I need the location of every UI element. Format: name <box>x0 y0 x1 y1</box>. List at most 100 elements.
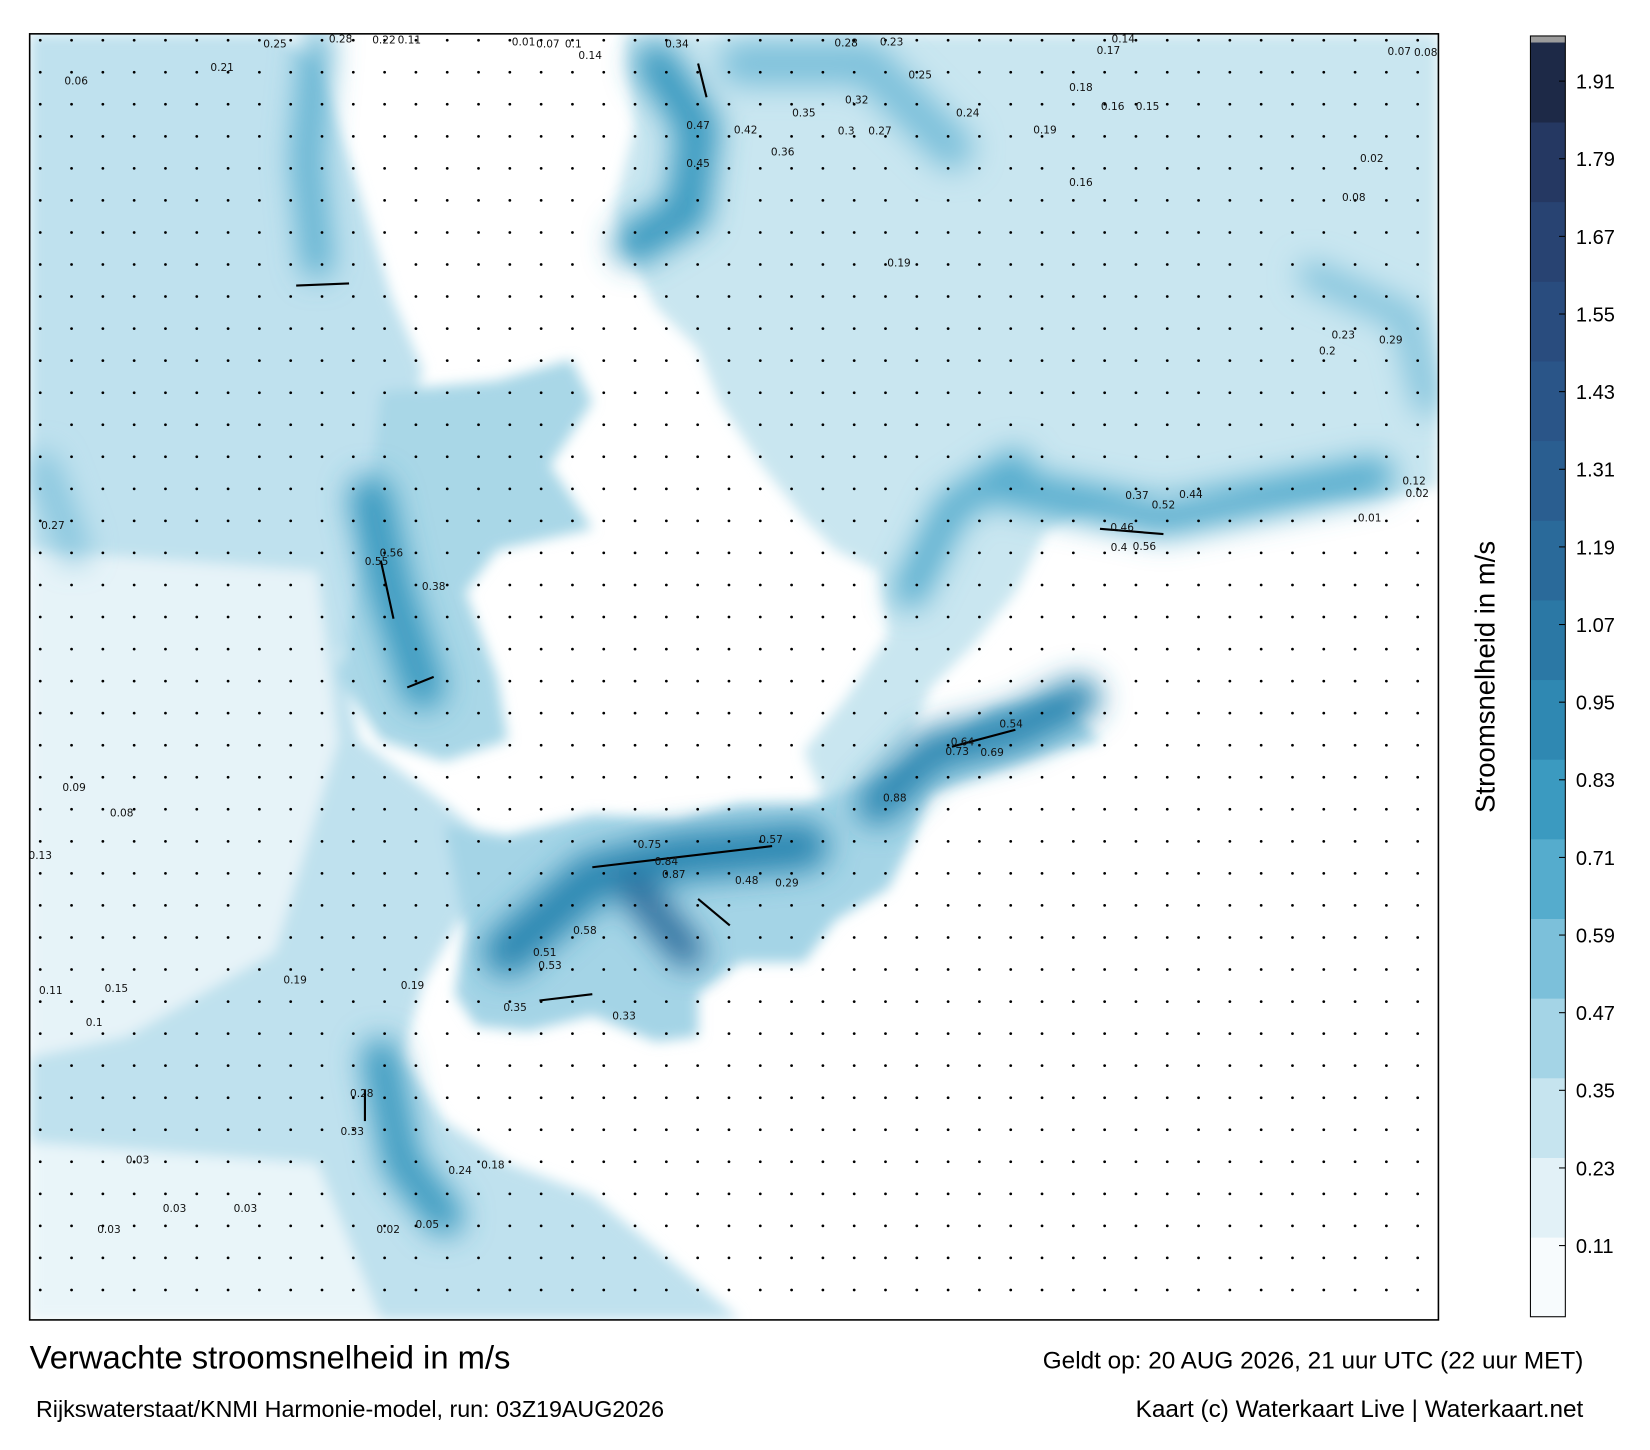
grid-dot <box>1103 1256 1107 1260</box>
grid-dot <box>978 679 981 683</box>
grid-dot <box>1071 711 1075 715</box>
grid-dot <box>508 134 512 138</box>
grid-dot <box>978 166 981 170</box>
grid-dot <box>1322 231 1326 234</box>
grid-dot <box>414 1032 418 1035</box>
grid-dot <box>1071 391 1075 395</box>
speed-label: 0.17 <box>1097 45 1121 57</box>
grid-dot <box>727 487 731 491</box>
grid-dot <box>258 1096 261 1100</box>
grid-dot <box>1040 134 1044 138</box>
grid-dot <box>696 199 700 202</box>
grid-dot <box>946 807 950 811</box>
grid-dot <box>1165 102 1169 106</box>
grid-dot <box>414 583 418 587</box>
grid-dot <box>946 1288 950 1292</box>
grid-dot <box>1385 1160 1388 1164</box>
shallow-area <box>29 1142 381 1320</box>
grid-dot <box>1197 134 1200 138</box>
grid-dot <box>1071 583 1075 587</box>
grid-dot <box>258 327 261 330</box>
grid-dot <box>132 743 136 747</box>
grid-dot <box>1197 711 1200 715</box>
grid-dot <box>1165 679 1169 683</box>
grid-dot <box>790 38 793 42</box>
grid-dot <box>164 295 167 298</box>
grid-dot <box>1009 743 1013 747</box>
grid-dot <box>1353 872 1357 875</box>
grid-dot <box>790 968 793 971</box>
grid-dot <box>1259 1064 1263 1068</box>
grid-dot <box>696 1224 700 1228</box>
grid-dot <box>664 679 668 683</box>
grid-dot <box>1385 551 1388 555</box>
grid-dot <box>414 615 418 619</box>
grid-dot <box>445 199 449 202</box>
speed-label: 0.11 <box>398 34 422 46</box>
grid-dot <box>289 38 293 42</box>
colorbar-tick-label: 0.47 <box>1576 1003 1615 1025</box>
speed-label: 0.11 <box>39 985 63 997</box>
grid-dot <box>1165 231 1169 234</box>
grid-dot <box>539 263 543 266</box>
colorbar-band <box>1530 440 1566 521</box>
speed-label: 0.37 <box>1125 490 1149 502</box>
grid-dot <box>258 743 261 747</box>
grid-dot <box>132 1096 136 1100</box>
grid-dot <box>602 134 606 138</box>
grid-dot <box>1103 583 1107 587</box>
grid-dot <box>101 1032 105 1035</box>
grid-dot <box>978 1192 981 1196</box>
grid-dot <box>1197 904 1200 907</box>
grid-dot <box>1103 1000 1107 1003</box>
grid-dot <box>946 134 950 138</box>
grid-dot <box>884 263 887 266</box>
grid-dot <box>727 166 731 170</box>
grid-dot <box>852 1128 856 1132</box>
grid-dot <box>1040 519 1044 523</box>
colorbar-tick-label: 0.35 <box>1576 1081 1615 1103</box>
grid-dot <box>539 38 543 42</box>
grid-dot <box>195 807 199 811</box>
grid-dot <box>602 487 606 491</box>
grid-dot <box>1040 968 1044 971</box>
grid-dot <box>70 968 73 971</box>
grid-dot <box>539 904 543 907</box>
grid-dot <box>696 583 700 587</box>
grid-dot <box>1353 1288 1357 1292</box>
grid-dot <box>758 231 762 234</box>
grid-dot <box>727 295 731 298</box>
grid-dot <box>696 102 700 106</box>
grid-dot <box>852 102 856 106</box>
grid-dot <box>1134 1256 1138 1260</box>
grid-dot <box>258 1032 261 1035</box>
grid-dot <box>70 359 73 363</box>
grid-dot <box>351 359 355 363</box>
grid-dot <box>1040 1288 1044 1292</box>
grid-dot <box>132 1192 136 1196</box>
grid-dot <box>1134 583 1138 587</box>
west-sea <box>29 33 741 1320</box>
grid-dot <box>758 327 762 330</box>
grid-dot <box>508 1192 512 1196</box>
grid-dot <box>508 711 512 715</box>
colorbar-tick-label: 0.71 <box>1576 848 1615 870</box>
grid-dot <box>1165 295 1169 298</box>
grid-dot <box>164 166 167 170</box>
grid-dot <box>664 775 668 779</box>
grid-dot <box>696 904 700 907</box>
grid-dot <box>1385 231 1388 234</box>
grid-dot <box>633 391 637 395</box>
grid-dot <box>1291 487 1294 491</box>
grid-dot <box>477 1288 480 1292</box>
grid-dot <box>164 423 167 427</box>
grid-dot <box>602 615 606 619</box>
grid-dot <box>571 807 574 811</box>
grid-dot <box>633 519 637 523</box>
grid-dot <box>258 872 261 875</box>
grid-dot <box>351 1128 355 1132</box>
grid-dot <box>383 391 386 395</box>
grid-dot <box>1259 1032 1263 1035</box>
grid-dot <box>1228 295 1232 298</box>
grid-dot <box>1291 1224 1294 1228</box>
